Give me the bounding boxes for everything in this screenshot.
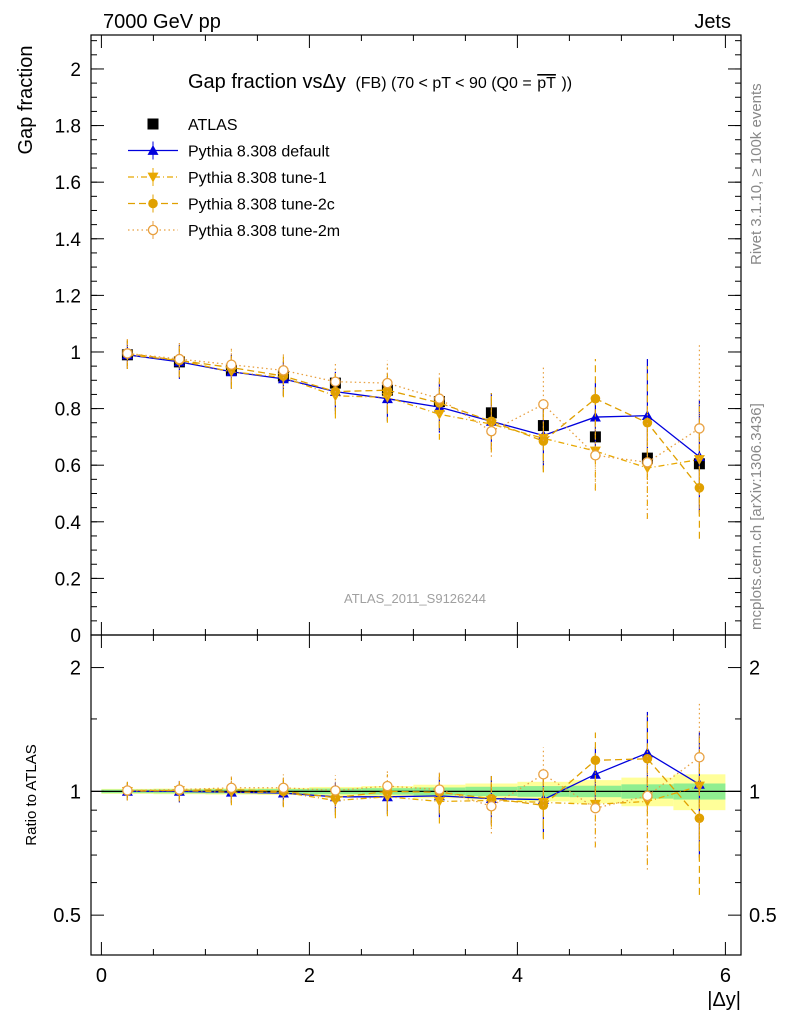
- legend-marker: [148, 198, 158, 209]
- legend-marker: [147, 118, 159, 130]
- rivet-label: Rivet 3.1.10, ≥ 100k events: [748, 83, 765, 265]
- legend-label: Pythia 8.308 default: [188, 144, 330, 161]
- ratio-line: [127, 756, 700, 809]
- ratio-ytick-label-right: 2: [749, 658, 760, 680]
- ratio-point: [642, 753, 653, 764]
- series-pythia-8-308-tune-2m: [122, 339, 705, 519]
- data-point: [642, 417, 653, 428]
- ratio-point: [278, 782, 289, 794]
- data-point: [486, 416, 497, 427]
- ratio-ylabel: Ratio to ATLAS: [23, 744, 40, 845]
- ratio-point: [486, 800, 497, 812]
- ytick-label: 0.6: [55, 456, 81, 477]
- ytick-label: 0: [70, 626, 81, 647]
- ytick-label: 1.4: [55, 230, 82, 251]
- data-point: [174, 353, 185, 365]
- ytick-label: 0.4: [55, 513, 82, 534]
- ratio-series-pythia-8-308-tune-2c: [122, 715, 705, 895]
- main-panel: 0 0.2 0.4 0.6 0.8 1 1.2 1.4 1.6 1.8 2 Gap fraction…: [15, 34, 742, 647]
- legend-marker: [147, 172, 159, 183]
- data-point: [382, 377, 393, 389]
- ratio-point: [694, 813, 705, 824]
- data-point: [486, 425, 497, 437]
- ratio-ytick-label-right: 0.5: [749, 905, 777, 927]
- main-ylabel: Gap fraction: [15, 46, 37, 155]
- data-point: [538, 399, 549, 410]
- ratio-point: [694, 752, 705, 763]
- xtick-label: 6: [720, 965, 731, 987]
- watermark: ATLAS_2011_S9126244: [344, 591, 486, 606]
- ratio-frame: [90, 634, 742, 956]
- ratio-point: [486, 793, 497, 804]
- mcplots-label: mcplots.cern.ch [arXiv:1306.3436]: [748, 403, 765, 630]
- ytick-label: 1.8: [55, 117, 81, 138]
- ytick-label: 1.2: [55, 286, 81, 307]
- ratio-point: [226, 782, 237, 794]
- legend-label: Pythia 8.308 tune-2c: [188, 197, 335, 214]
- series-line: [127, 354, 700, 469]
- legend-label: ATLAS: [188, 117, 238, 134]
- ratio-point: [434, 784, 445, 795]
- ratio-line: [127, 785, 700, 805]
- legend-marker: [147, 145, 159, 155]
- ytick-label: 0.2: [55, 569, 81, 590]
- ratio-point: [642, 790, 653, 802]
- data-point: [590, 393, 601, 404]
- legend: ATLAS Pythia 8.308 default Pythia 8.308 tu…: [128, 117, 340, 240]
- data-point: [330, 376, 341, 387]
- legend-label: Pythia 8.308 tune-1: [188, 170, 327, 187]
- xtick-label: 0: [96, 965, 107, 987]
- ratio-point: [174, 784, 185, 795]
- ratio-point: [382, 780, 393, 792]
- ratio-point: [589, 768, 601, 779]
- ratio-point: [538, 769, 549, 780]
- data-point: [382, 385, 393, 395]
- data-point: [278, 365, 289, 376]
- ratio-series-pythia-8-308-tune-2m: [122, 700, 705, 870]
- ratio-point: [590, 802, 601, 814]
- ratio-ytick-label-right: 1: [749, 781, 760, 803]
- xaxis-label: |Δy|: [707, 989, 741, 1011]
- data-point: [434, 393, 445, 404]
- xtick-label: 4: [512, 965, 523, 987]
- ratio-ytick-label: 2: [70, 658, 81, 680]
- data-point: [642, 457, 653, 468]
- ytick-label: 1.6: [55, 173, 81, 194]
- series-line: [127, 354, 700, 458]
- data-point: [590, 450, 601, 461]
- series-pythia-8-308-tune-2c: [122, 339, 705, 539]
- series-pythia-8-308-tune-1: [121, 340, 705, 519]
- legend-marker: [147, 224, 159, 236]
- ratio-panel: 0.5 0.5 1 1 2 2 0 2 4 6 Ratio to ATLAS |Δy|: [23, 634, 777, 1011]
- xtick-label: 2: [304, 965, 315, 987]
- chart-title: Gap fraction vsΔy (FB) (70 < pT < 90 (Q0…: [188, 71, 572, 93]
- series-line: [127, 352, 700, 464]
- data-point: [694, 483, 705, 493]
- ytick-label: 2: [70, 60, 81, 81]
- series-line: [127, 352, 700, 489]
- ytick-label: 0.8: [55, 400, 81, 421]
- data-point: [694, 423, 705, 434]
- ratio-point: [590, 755, 601, 766]
- data-point: [226, 359, 237, 370]
- legend-label: Pythia 8.308 tune-2m: [188, 223, 340, 240]
- ytick-label: 1: [70, 343, 81, 364]
- ratio-point: [330, 785, 341, 796]
- ratio-point: [122, 785, 133, 796]
- process-label: Jets: [694, 11, 731, 33]
- ratio-line: [127, 758, 700, 819]
- energy-label: 7000 GeV pp: [103, 11, 221, 33]
- ratio-point: [693, 781, 705, 792]
- ratio-ytick-label: 1: [70, 781, 81, 803]
- data-point: [122, 348, 133, 359]
- ratio-ytick-label: 0.5: [53, 905, 81, 927]
